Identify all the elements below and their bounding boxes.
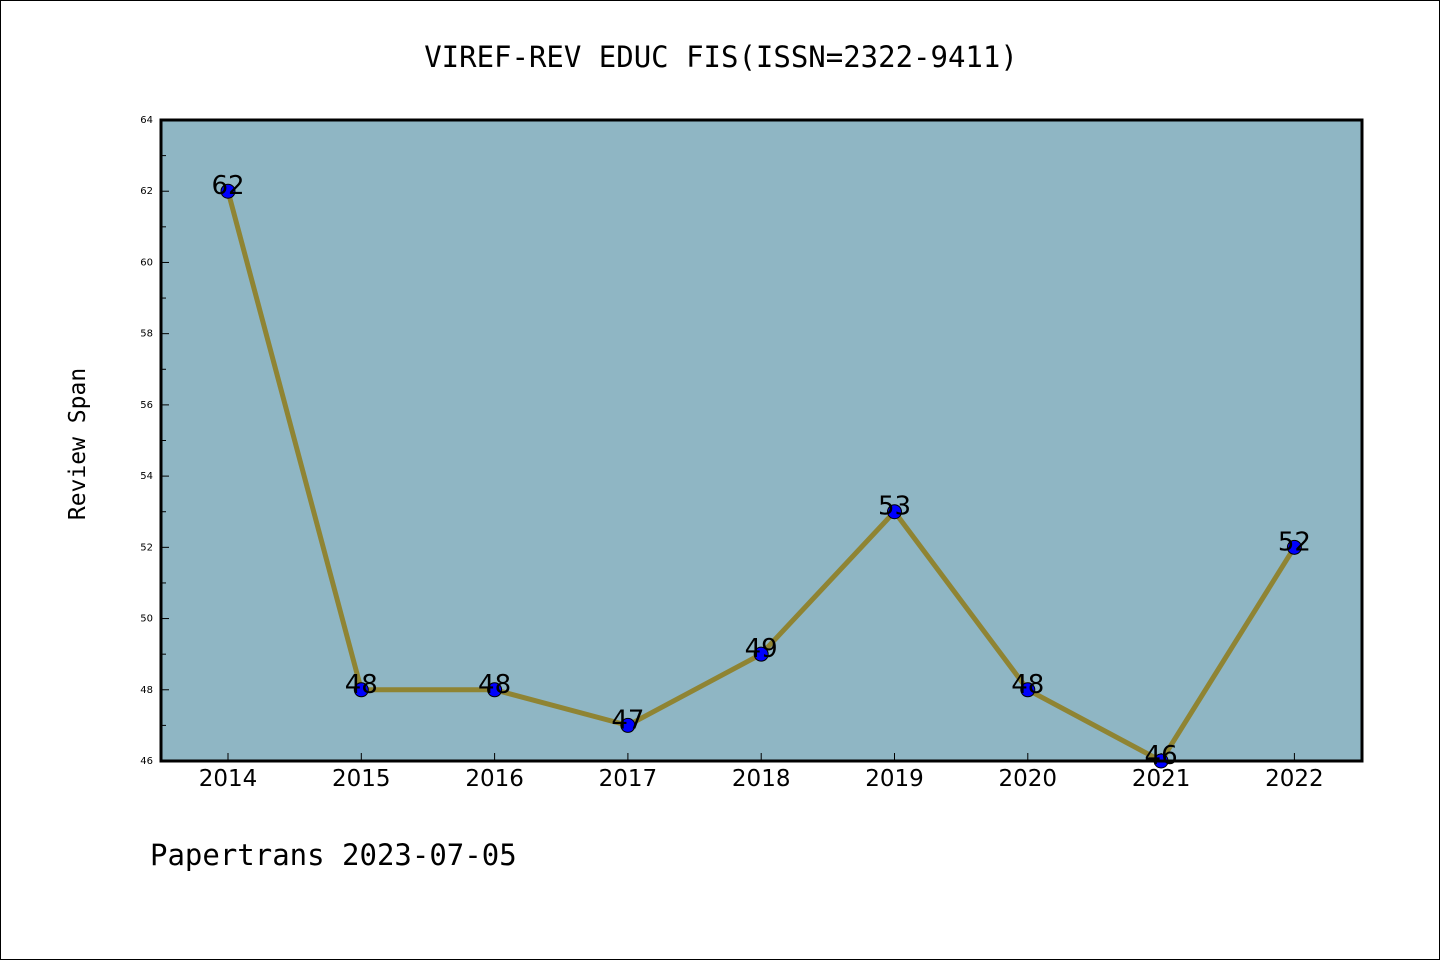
y-tick-label: 56 [140,400,153,411]
footer-credit: Papertrans 2023-07-05 [150,838,517,872]
chart-title: VIREF-REV EDUC FIS(ISSN=2322-9411) [424,40,1018,74]
data-point [1286,539,1302,555]
data-point [487,682,503,698]
y-tick-label: 64 [140,115,153,126]
y-tick-label: 50 [140,614,153,625]
data-label: 53 [878,492,911,522]
y-tick-label: 58 [140,329,153,340]
data-label: 52 [1278,527,1311,557]
y-tick-label: 54 [140,471,153,482]
y-axis-ticks: 46 48 50 52 54 56 58 60 62 64 [140,115,169,767]
x-tick-label: 2021 [1132,766,1191,792]
data-label: 47 [611,705,644,735]
data-label: 49 [745,634,778,664]
x-tick-label: 2018 [732,766,791,792]
x-tick-label: 2020 [999,766,1058,792]
data-label: 46 [1145,741,1178,771]
data-point [1020,682,1036,698]
x-axis-ticks: 2014 2015 2016 2017 2018 2019 2020 2021 2022 [199,753,1324,792]
y-tick-label: 52 [140,542,153,553]
data-point [220,183,236,199]
data-point [620,717,636,733]
y-tick-label: 48 [140,685,153,696]
data-point [753,646,769,662]
data-point [887,504,902,520]
data-points-group [220,183,1302,769]
y-axis-label: Review Span [65,368,91,520]
y-tick-label: 62 [140,186,153,197]
data-labels-group: 62 48 48 47 49 53 48 46 52 [211,171,1310,771]
data-label: 48 [1011,670,1044,700]
x-tick-label: 2015 [332,766,391,792]
data-label: 48 [478,670,511,700]
plot-border [159,118,1364,763]
x-tick-label: 2019 [865,766,924,792]
data-point [353,682,369,698]
x-tick-label: 2014 [199,766,258,792]
plot-area [161,120,1362,761]
y-tick-label: 60 [140,257,153,268]
x-tick-label: 2017 [599,766,658,792]
x-tick-label: 2016 [465,766,524,792]
data-label: 62 [211,171,244,201]
x-tick-label: 2022 [1265,766,1324,792]
y-tick-label: 46 [140,756,153,767]
data-label: 48 [345,670,378,700]
